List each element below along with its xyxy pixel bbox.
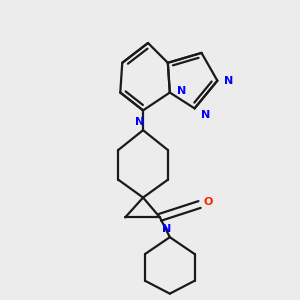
Text: N: N <box>136 117 145 127</box>
Text: N: N <box>200 110 210 120</box>
Text: N: N <box>224 76 233 85</box>
Text: N: N <box>162 224 172 234</box>
Text: O: O <box>203 197 212 207</box>
Text: N: N <box>177 86 187 96</box>
